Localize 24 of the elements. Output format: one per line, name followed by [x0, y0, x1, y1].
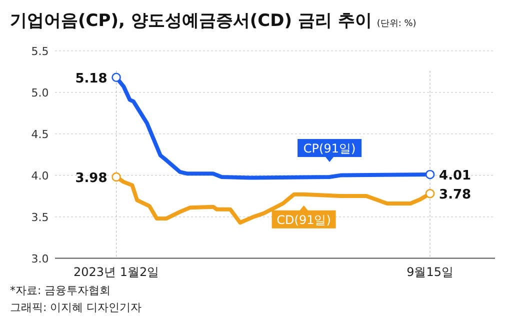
data-label: 3.78 [439, 188, 472, 203]
series-name-callout: CP(91일) [298, 138, 362, 162]
y-tick-label: 5.5 [31, 44, 49, 58]
point [425, 188, 435, 198]
point [112, 172, 121, 182]
text: 그래픽: 이지혜 디자인기자 [10, 301, 142, 314]
series-name-callout: CD(91일) [272, 205, 336, 228]
text: *자료: 금융투자협회 [10, 284, 111, 297]
data-label: 4.01 [439, 168, 472, 184]
data-label: 5.18 [75, 71, 108, 86]
y-tick-label: 3.0 [31, 252, 49, 266]
data-label: 3.98 [75, 170, 108, 186]
y-tick-label: 5.0 [31, 86, 49, 100]
series-label: CD(91일) [276, 212, 331, 227]
series-label: CP(91일) [303, 141, 356, 156]
y-tick-label: 4.5 [31, 128, 49, 141]
x-tick-label: 9월15일 [406, 265, 454, 279]
y-tick-label: 3.5 [31, 210, 49, 224]
x-tick-label: 2023년 1월2일 [73, 265, 160, 279]
chart-subtitle: (단위: %) [376, 19, 416, 29]
point [425, 170, 435, 180]
chart-title: 기업어음(CP), 양도성예금증서(CD) 금리 추이 [10, 11, 372, 31]
y-tick-label: 4.0 [31, 169, 49, 182]
point [112, 72, 121, 82]
